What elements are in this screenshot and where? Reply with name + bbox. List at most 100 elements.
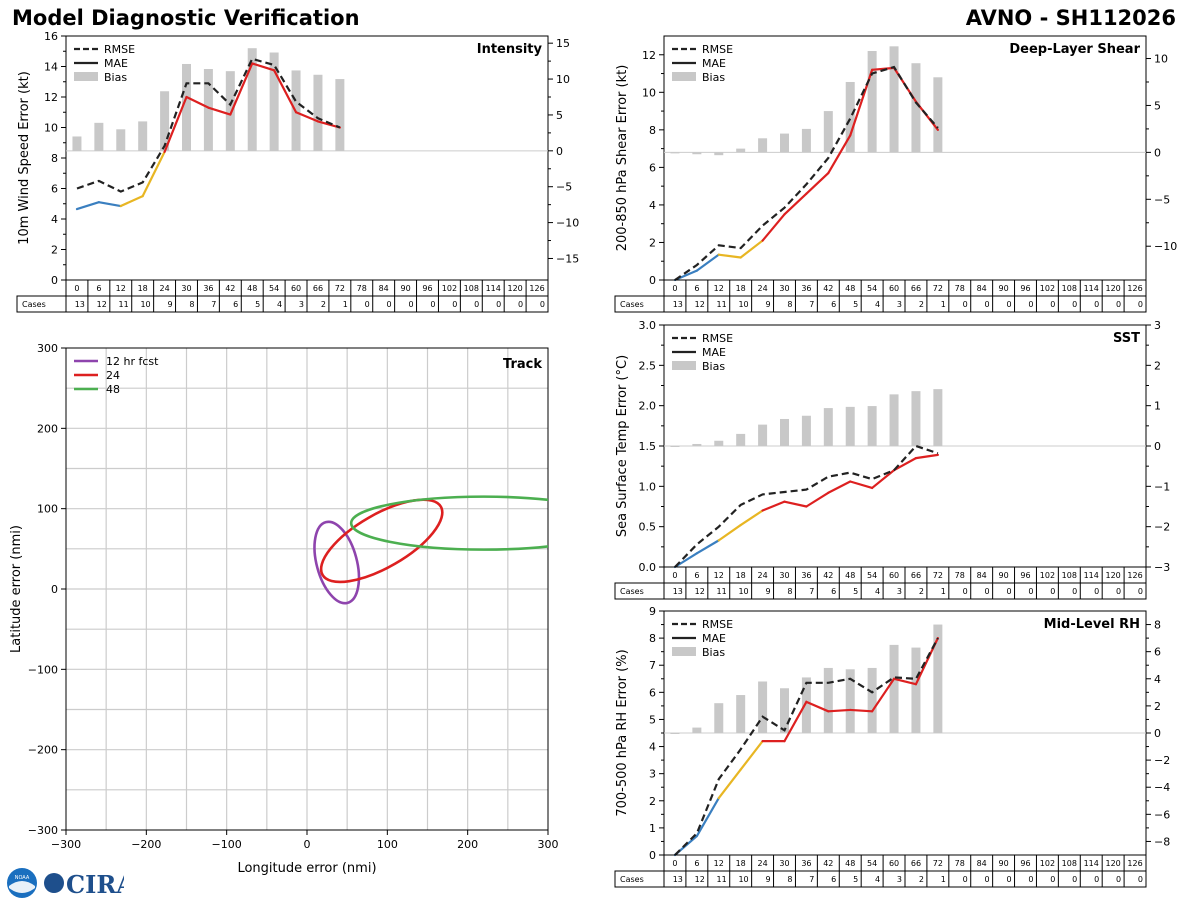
hour-cell: 12 <box>714 571 724 580</box>
mae-segment <box>761 213 786 242</box>
mae-segment <box>695 253 720 272</box>
case-cell: 0 <box>387 300 392 309</box>
case-cell: 1 <box>941 300 946 309</box>
legend-bias-label: Bias <box>702 360 725 373</box>
hour-cell: 42 <box>823 859 833 868</box>
hour-cell: 30 <box>181 284 191 293</box>
bias-bar <box>933 624 943 733</box>
hour-cell: 12 <box>116 284 126 293</box>
hour-cell: 72 <box>933 571 943 580</box>
bias-bar <box>736 148 746 153</box>
bias-bar <box>780 133 789 153</box>
mae-segment <box>163 95 188 153</box>
cases-row <box>16 295 549 313</box>
hour-cell: 66 <box>911 284 921 293</box>
hour-cell: 18 <box>736 284 746 293</box>
hour-cell: 30 <box>779 859 789 868</box>
hour-cell: 84 <box>977 571 987 580</box>
mae-segment <box>739 509 764 527</box>
y2-tick-label: −3 <box>1154 561 1170 574</box>
y-tick-label: 8 <box>51 152 58 165</box>
mae-segment <box>251 62 276 72</box>
hour-cell: 6 <box>96 284 101 293</box>
mae-segment <box>119 195 144 208</box>
bias-bar <box>801 128 811 153</box>
hour-cell: 72 <box>933 284 943 293</box>
bias-bar <box>845 406 855 446</box>
mae-segment <box>827 480 852 494</box>
legend-mae-label: MAE <box>702 57 726 70</box>
hour-cell: 108 <box>464 284 479 293</box>
y2-tick-label: 1 <box>1154 400 1161 413</box>
hour-cell: 6 <box>694 284 699 293</box>
bias-bar <box>823 111 833 153</box>
case-cell: 0 <box>985 300 990 309</box>
x-tick-label: −300 <box>51 838 81 851</box>
hour-cell: 84 <box>379 284 389 293</box>
bias-bar <box>670 446 680 447</box>
hour-cell: 12 <box>714 859 724 868</box>
bias-bar <box>670 152 680 154</box>
bias-bar <box>670 733 680 734</box>
hour-cell: 78 <box>955 284 965 293</box>
case-cell: 2 <box>919 875 924 884</box>
bias-bar <box>116 129 126 151</box>
mae-segment <box>914 453 939 460</box>
mae-segment <box>739 239 764 259</box>
hour-cell: 48 <box>845 859 855 868</box>
y2-tick-label: 6 <box>1154 646 1161 659</box>
y-tick-label: 300 <box>37 342 58 355</box>
y2-tick-label: −10 <box>1154 240 1177 253</box>
y-tick-label: 2 <box>649 236 656 249</box>
bias-bar <box>714 703 724 733</box>
hour-cell: 54 <box>867 284 877 293</box>
case-cell: 9 <box>765 300 770 309</box>
cases-table: Cases01361212111810249308367426485544603… <box>16 279 549 313</box>
legend-rmse-label: RMSE <box>702 43 733 56</box>
case-cell: 1 <box>343 300 348 309</box>
y-tick-label: −100 <box>28 663 58 676</box>
case-cell: 10 <box>738 300 748 309</box>
y-tick-label: 9 <box>649 605 656 618</box>
mae-segment <box>695 539 720 555</box>
legend-bias-label: Bias <box>702 71 725 84</box>
legend-rmse-label: RMSE <box>702 618 733 631</box>
y2-tick-label: −8 <box>1154 835 1170 848</box>
case-cell: 4 <box>277 300 282 309</box>
mae-segment <box>805 171 830 195</box>
hour-cell: 90 <box>998 859 1008 868</box>
bias-bar <box>867 406 877 446</box>
y-tick-label: 0 <box>649 849 656 862</box>
y-tick-label: 10 <box>44 122 58 135</box>
y-axis-label: 200-850 hPa Shear Error (kt) <box>615 65 630 252</box>
case-cell: 11 <box>717 875 727 884</box>
hour-cell: 30 <box>779 284 789 293</box>
y-tick-label: 2 <box>51 244 58 257</box>
case-cell: 4 <box>875 587 880 596</box>
case-cell: 6 <box>831 587 836 596</box>
case-cell: 6 <box>831 875 836 884</box>
case-cell: 8 <box>189 300 194 309</box>
y2-tick-label: 5 <box>1154 99 1161 112</box>
cases-label: Cases <box>620 875 644 884</box>
mae-segment <box>892 457 918 472</box>
mae-segment <box>141 150 166 198</box>
bias-bar <box>933 77 943 153</box>
case-cell: 12 <box>695 300 705 309</box>
hour-cell: 72 <box>933 859 943 868</box>
case-cell: 9 <box>167 300 172 309</box>
y2-tick-label: −5 <box>1154 193 1170 206</box>
cases-table: Cases01361212111810249308367426485544603… <box>614 279 1147 313</box>
case-cell: 0 <box>1094 875 1099 884</box>
case-cell: 10 <box>738 875 748 884</box>
y-tick-label: 6 <box>51 183 58 196</box>
case-cell: 12 <box>695 875 705 884</box>
bias-bar <box>736 695 746 733</box>
hour-cell: 72 <box>335 284 345 293</box>
case-cell: 11 <box>119 300 129 309</box>
case-cell: 5 <box>853 300 858 309</box>
y-tick-label: 1.0 <box>639 480 657 493</box>
